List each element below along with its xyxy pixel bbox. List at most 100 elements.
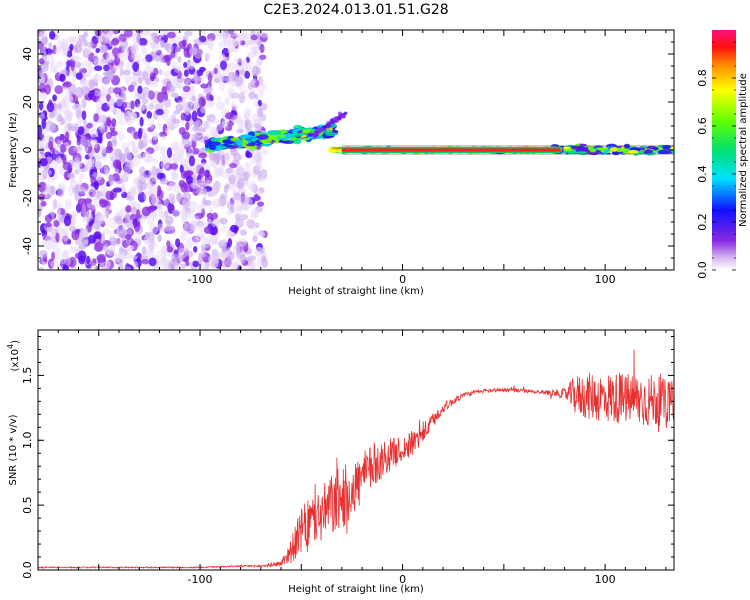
spectrogram-noise-cell (174, 66, 182, 73)
spectrogram-noise-cell (70, 245, 76, 254)
spectrogram-noise-cell (102, 228, 111, 236)
spectrogram-noise-cell (120, 207, 126, 219)
spectrogram-noise-cell (148, 167, 157, 178)
spectrogram-noise-cell (165, 43, 174, 54)
spectrogram-noise-cell (86, 48, 92, 55)
spectrogram-noise-cell (211, 188, 218, 197)
spectrogram-noise-cell (142, 151, 152, 163)
spectrogram-noise-cell (38, 124, 43, 137)
spectrogram-noise-cell (160, 39, 165, 49)
colorbar-tick-label: 0.8 (696, 69, 709, 87)
spectrogram-noise-cell (44, 183, 51, 192)
spectrogram-noise-cell (134, 98, 141, 108)
spectrogram-noise-cell (118, 251, 128, 261)
spectrogram-noise-cell (125, 80, 130, 86)
snr-scale-prefix: (x10 (10, 349, 21, 372)
spectrogram-noise-cell (179, 142, 186, 154)
spectrogram-noise-cell (204, 235, 213, 243)
spectrogram-noise-cell (141, 57, 147, 64)
spectrogram-band-cell (324, 132, 338, 136)
spectrogram-noise-cell (209, 117, 219, 125)
spectrogram-noise-cell (259, 149, 269, 155)
spectrogram-noise-cell (207, 33, 216, 42)
spectrogram-noise-cell (231, 103, 239, 111)
spectrogram-noise-cell (244, 122, 253, 131)
spectrogram-noise-cell (186, 250, 194, 257)
spectrogram-noise-cell (118, 228, 128, 239)
spectrogram-noise-cell (74, 169, 80, 175)
spectrogram-noise-cell (182, 210, 189, 216)
spectrogram-noise-cell (154, 76, 160, 83)
spectrogram-noise-cell (259, 54, 267, 60)
spectrogram-noise-cell (56, 156, 62, 164)
spectrogram-line-cell (662, 150, 673, 154)
spectrogram-noise-cell (126, 191, 132, 199)
spectrogram-noise-cell (176, 70, 182, 79)
spectrogram-noise-cell (180, 209, 188, 220)
spectrogram-noise-cell (119, 67, 124, 77)
spectrogram-noise-cell (102, 30, 110, 35)
spectrogram-noise-cell (141, 246, 147, 257)
spectrogram-noise-cell (74, 156, 81, 168)
spectrogram-noise-cell (68, 225, 77, 232)
spectrogram-noise-cell (106, 246, 116, 257)
spectrogram-noise-cell (95, 160, 102, 170)
spectrogram-noise-cell (187, 59, 196, 70)
spectrogram-noise-cell (145, 103, 153, 112)
spectrogram-noise-cell (164, 210, 169, 218)
spectrogram-noise-cell (98, 124, 105, 131)
spectrogram-noise-cell (159, 226, 168, 233)
spectrogram-noise-cell (219, 161, 226, 170)
spectrogram-noise-cell (203, 226, 212, 234)
spectrogram-band-cell (326, 123, 331, 126)
spectrogram-noise-cell (248, 91, 256, 100)
spectrogram-noise-cell (130, 49, 137, 60)
spectrogram-noise-cell (146, 174, 151, 182)
snr-series-line (38, 349, 674, 569)
spectrogram-noise-cell (252, 65, 259, 77)
spectrogram-noise-cell (137, 85, 143, 94)
spectrogram-noise-cell (257, 189, 262, 197)
spectrogram-noise-cell (146, 215, 154, 226)
spectrogram-noise-cell (177, 254, 184, 263)
spectrogram-noise-cell (172, 144, 181, 152)
spectrogram-noise-cell (170, 92, 179, 98)
spectrogram-band-cell (313, 135, 318, 139)
spectrogram-noise-cell (129, 213, 138, 221)
spectrogram-noise-cell (249, 212, 259, 219)
y-tick-label: 40 (21, 47, 34, 61)
spectrogram-noise-cell (180, 112, 186, 121)
spectrogram-noise-cell (38, 32, 45, 39)
spectrogram-noise-cell (88, 79, 96, 88)
spectrogram-noise-cell (62, 96, 70, 108)
spectrogram-noise-cell (57, 187, 65, 197)
spectrogram-noise-cell (78, 255, 86, 265)
spectrogram-heatmap (38, 30, 674, 270)
spectrogram-noise-cell (152, 132, 158, 141)
spectrogram-noise-cell (212, 198, 221, 209)
spectrogram-noise-cell (233, 226, 238, 234)
spectrogram-noise-cell (105, 249, 115, 258)
spectrogram-y-axis-label: Frequency (Hz) (8, 112, 19, 188)
spectrogram-noise-cell (171, 253, 180, 260)
spectrogram-noise-cell (65, 112, 72, 121)
spectrogram-noise-cell (189, 200, 198, 210)
spectrogram-noise-cell (259, 89, 264, 98)
y-tick-label: -40 (21, 237, 34, 255)
spectrogram-noise-cell (56, 103, 63, 110)
spectrogram-noise-cell (237, 187, 246, 195)
spectrogram-noise-cell (86, 122, 93, 129)
spectrogram-noise-cell (188, 155, 196, 167)
spectrogram-noise-cell (72, 56, 82, 62)
spectrogram-noise-cell (241, 202, 250, 212)
spectrogram-noise-cell (104, 247, 112, 255)
spectrogram-noise-cell (96, 126, 105, 137)
spectrogram-noise-cell (146, 180, 153, 189)
spectrogram-noise-cell (91, 204, 99, 210)
spectrogram-noise-cell (239, 40, 246, 46)
spectrogram-noise-cell (227, 86, 235, 96)
spectrogram-noise-cell (177, 100, 183, 110)
spectrogram-noise-cell (125, 205, 132, 213)
spectrogram-band-cell (241, 134, 252, 140)
spectrogram-noise-cell (157, 234, 162, 243)
